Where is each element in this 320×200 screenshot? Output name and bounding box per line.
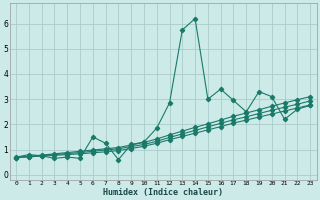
X-axis label: Humidex (Indice chaleur): Humidex (Indice chaleur) [103,188,223,197]
